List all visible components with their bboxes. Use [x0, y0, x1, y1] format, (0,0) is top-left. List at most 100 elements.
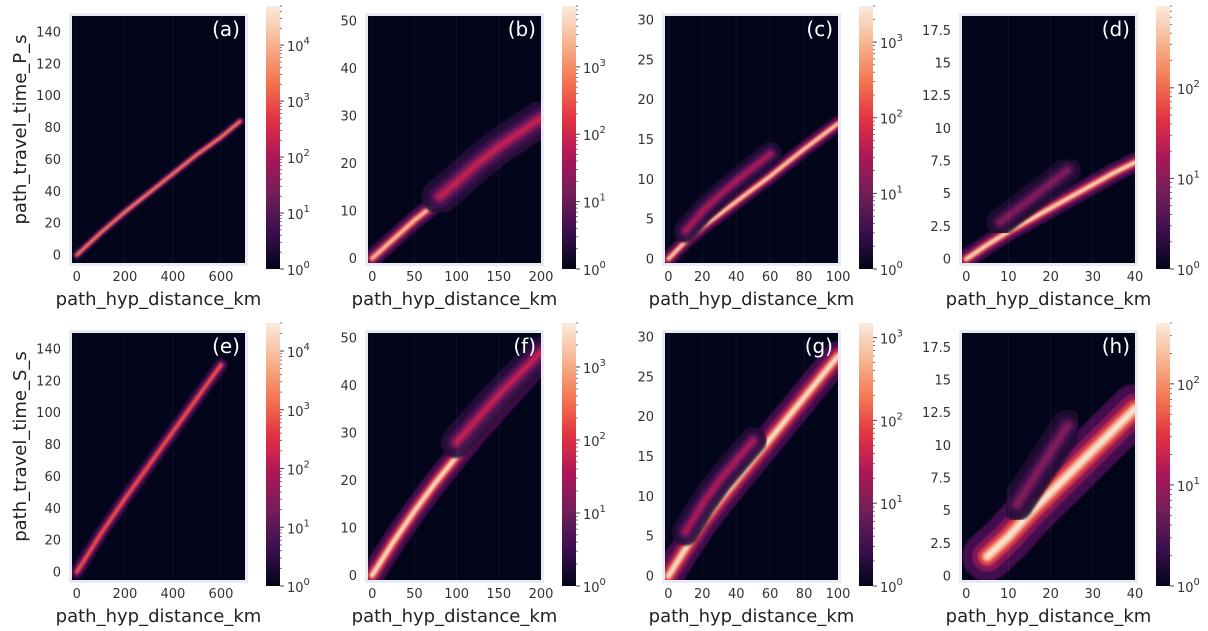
colorbar: [859, 6, 873, 269]
colorbar-tick-label: 100: [880, 577, 903, 596]
panel-f: (f) 0 50 100 150 200 0 10 20 30 40 50 path_hyp_dista…: [340, 322, 606, 627]
y-tick-label: 80: [44, 438, 61, 453]
x-tick-label: 100: [444, 587, 469, 602]
panel-e: (e) 0 200 400 600 0 20 40 60 80 100 120 140 path_hyp_…: [10, 322, 310, 627]
x-tick-label: 0: [73, 270, 81, 285]
colorbar-tick-label: 102: [583, 431, 606, 450]
colorbar-tick-label: 102: [880, 411, 903, 430]
colorbar-tick-label: 101: [880, 494, 903, 513]
colorbar-tick-label: 102: [880, 109, 903, 128]
density-band: [998, 168, 1069, 224]
y-tick-label: 20: [637, 410, 654, 425]
y-tick-label: 40: [44, 502, 61, 517]
panel-label: (b): [508, 17, 536, 41]
x-tick-label: 0: [368, 270, 376, 285]
colorbar-tick-label: 102: [287, 460, 310, 479]
x-tick-label: 10: [1000, 270, 1017, 285]
y-tick-label: 50: [340, 331, 357, 346]
colorbar-tick-label: 101: [583, 193, 606, 212]
heatmap-cells: [368, 100, 541, 263]
panel-c: (c) 0 20 40 60 80 100 0 5 10 15 20 25 30 path_hyp_dist…: [637, 5, 903, 310]
y-tick-label: 100: [36, 406, 61, 421]
density-band: [76, 120, 241, 256]
panel-label: (h): [1102, 334, 1130, 358]
heatmap-cells: [72, 358, 228, 579]
y-tick-label: 60: [44, 153, 61, 168]
colorbar-tick-label: 100: [583, 260, 606, 279]
heatmap-cells: [962, 384, 1135, 580]
x-tick-label: 400: [161, 587, 186, 602]
panel-b: (b) 0 50 100 150 200 0 10 20 30 40 50 path_hyp_dista…: [340, 5, 606, 310]
x-tick-label: 40: [728, 270, 745, 285]
x-tick-label: 60: [762, 270, 779, 285]
panel-label: (d): [1102, 17, 1130, 41]
colorbar-tick-label: 101: [583, 504, 606, 523]
x-axis-label: path_hyp_distance_km: [352, 289, 558, 310]
y-tick-label: 15: [637, 133, 654, 148]
panel-label: (f): [513, 334, 536, 358]
y-tick-label: 2.5: [930, 537, 951, 552]
y-tick-label: 0: [943, 570, 951, 585]
x-axis-label: path_hyp_distance_km: [649, 289, 855, 310]
heatmap-cells: [368, 336, 541, 580]
y-tick-label: 5: [943, 187, 951, 202]
heatmap-cells: [665, 341, 838, 580]
density-band: [684, 439, 755, 534]
colorbar-tick-label: 103: [287, 401, 310, 420]
y-tick-label: 10: [637, 173, 654, 188]
y-tick-label: 5: [943, 504, 951, 519]
colorbar-tick-label: 100: [880, 260, 903, 279]
density-band: [984, 406, 1135, 559]
colorbar-tick-label: 103: [287, 92, 310, 111]
y-tick-label: 15: [934, 57, 951, 72]
y-tick-label: 100: [36, 89, 61, 104]
y-tick-label: 15: [637, 450, 654, 465]
x-axis-label: path_hyp_distance_km: [56, 289, 262, 310]
density-band: [684, 152, 772, 233]
colorbar-tick-label: 101: [880, 184, 903, 203]
colorbar-tick-label: 104: [287, 36, 310, 55]
colorbar-tick-label: 101: [287, 204, 310, 223]
x-tick-label: 150: [486, 587, 511, 602]
colorbar: [266, 323, 280, 586]
y-tick-label: 30: [340, 426, 357, 441]
colorbar-tick-label: 100: [287, 577, 310, 596]
y-tick-label: 10: [340, 521, 357, 536]
y-tick-label: 2.5: [930, 220, 951, 235]
y-tick-label: 140: [36, 25, 61, 40]
y-tick-label: 0: [646, 570, 654, 585]
y-tick-label: 10: [637, 490, 654, 505]
x-tick-label: 20: [1042, 270, 1059, 285]
y-tick-label: 30: [637, 330, 654, 345]
x-tick-label: 200: [112, 270, 137, 285]
y-tick-label: 120: [36, 374, 61, 389]
colorbar-tick-label: 101: [287, 518, 310, 537]
colorbar-tick-label: 103: [583, 358, 606, 377]
x-tick-label: 100: [444, 270, 469, 285]
x-tick-label: 40: [1127, 270, 1144, 285]
panel-label: (e): [212, 334, 240, 358]
x-axis-label: path_hyp_distance_km: [946, 606, 1152, 627]
colorbar-tick-label: 100: [1177, 577, 1200, 596]
colorbar-tick-label: 102: [287, 148, 310, 167]
heatmap-cells: [72, 116, 245, 260]
colorbar-tick-label: 103: [880, 33, 903, 52]
y-tick-label: 12.5: [922, 406, 951, 421]
x-tick-label: 100: [826, 270, 851, 285]
x-tick-label: 150: [486, 270, 511, 285]
heatmap-cells: [962, 152, 1135, 263]
x-tick-label: 30: [1085, 587, 1102, 602]
colorbar-tick-label: 102: [1177, 375, 1200, 394]
density-band: [455, 350, 541, 444]
y-tick-label: 140: [36, 342, 61, 357]
x-tick-label: 40: [728, 587, 745, 602]
colorbar: [562, 323, 576, 586]
x-tick-label: 600: [209, 270, 234, 285]
y-tick-label: 20: [44, 534, 61, 549]
y-tick-label: 10: [934, 122, 951, 137]
x-tick-label: 100: [826, 587, 851, 602]
y-tick-label: 20: [340, 157, 357, 172]
x-tick-label: 200: [529, 587, 554, 602]
y-tick-label: 12.5: [922, 89, 951, 104]
